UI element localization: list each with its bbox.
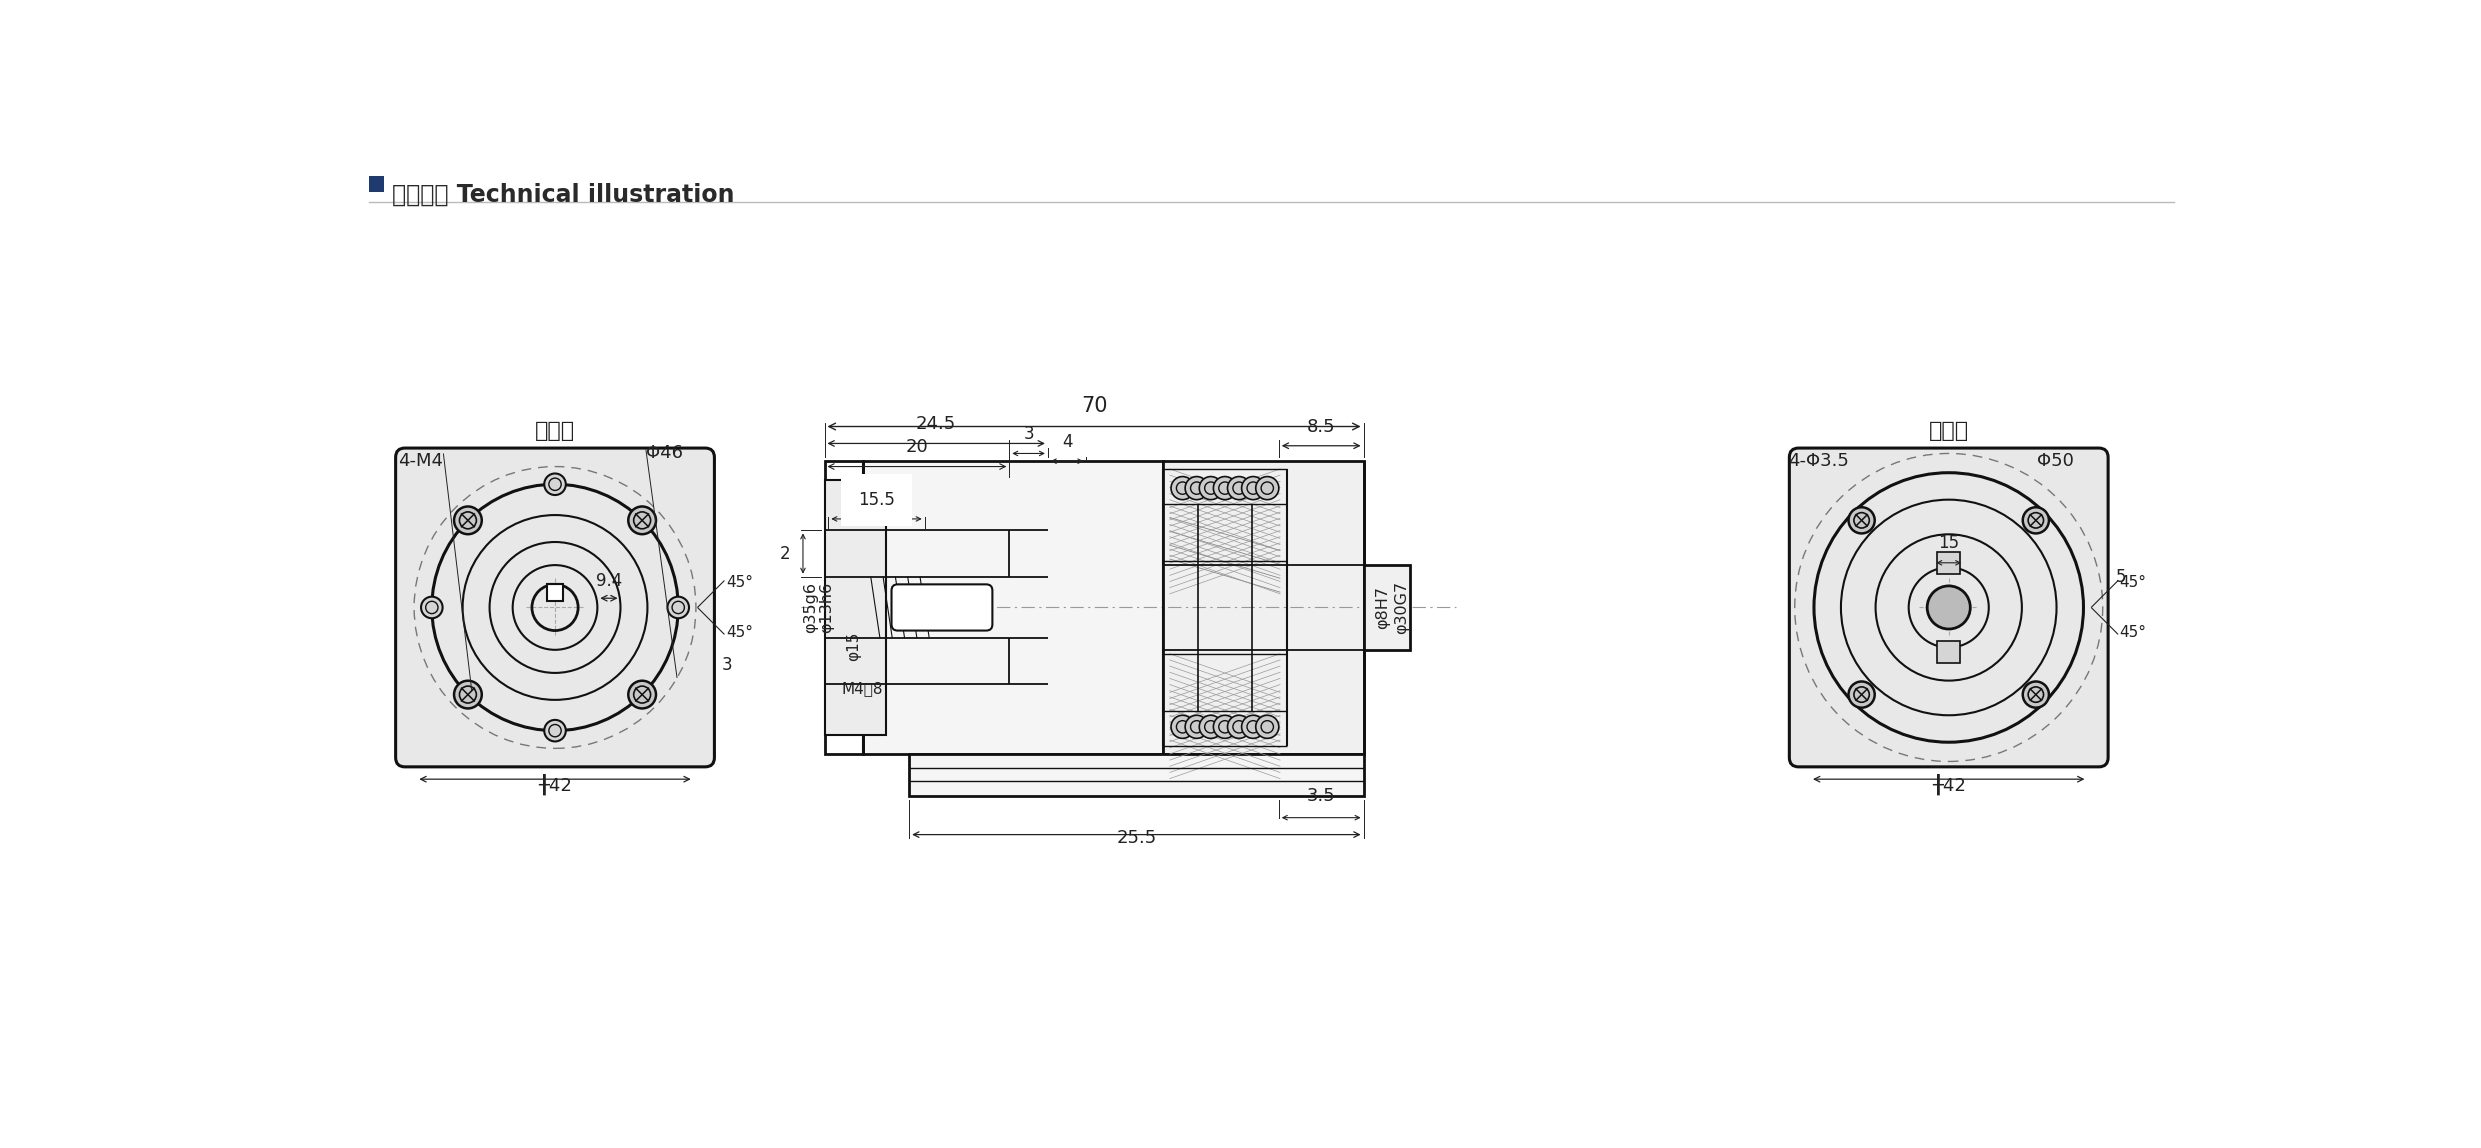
Text: 15: 15 bbox=[1938, 534, 1960, 552]
Text: 4-M4: 4-M4 bbox=[399, 452, 444, 470]
Circle shape bbox=[667, 597, 690, 619]
Text: 24.5: 24.5 bbox=[915, 414, 955, 433]
Bar bbox=[908, 754, 1365, 796]
FancyBboxPatch shape bbox=[891, 584, 992, 630]
Text: ╂42: ╂42 bbox=[538, 774, 573, 794]
Text: 3.5: 3.5 bbox=[1307, 788, 1335, 806]
Circle shape bbox=[1240, 476, 1265, 499]
Circle shape bbox=[1228, 715, 1250, 738]
Text: 3: 3 bbox=[722, 657, 732, 674]
Text: φ13h6: φ13h6 bbox=[819, 582, 834, 633]
Text: 15.5: 15.5 bbox=[858, 491, 896, 509]
Text: ╂42: ╂42 bbox=[1933, 774, 1965, 794]
Circle shape bbox=[1848, 507, 1876, 534]
Bar bbox=[824, 461, 863, 754]
Circle shape bbox=[1186, 715, 1208, 738]
Circle shape bbox=[1928, 585, 1970, 629]
FancyBboxPatch shape bbox=[394, 448, 715, 767]
Circle shape bbox=[1198, 476, 1223, 499]
Bar bbox=[1938, 642, 1960, 662]
Circle shape bbox=[1213, 476, 1236, 499]
Circle shape bbox=[1228, 476, 1250, 499]
Circle shape bbox=[2022, 682, 2049, 707]
Text: φ15: φ15 bbox=[846, 631, 861, 660]
Text: 20: 20 bbox=[906, 437, 928, 456]
Text: 70: 70 bbox=[1082, 396, 1107, 416]
Text: 5: 5 bbox=[2116, 567, 2126, 585]
Text: 2: 2 bbox=[779, 544, 789, 563]
Text: 4: 4 bbox=[1062, 433, 1072, 451]
Text: 9.4: 9.4 bbox=[595, 572, 623, 590]
Text: 25.5: 25.5 bbox=[1116, 829, 1156, 847]
Bar bbox=[863, 461, 1164, 754]
Circle shape bbox=[543, 720, 566, 742]
Text: Φ46: Φ46 bbox=[645, 444, 682, 463]
Bar bbox=[370, 177, 385, 192]
Bar bbox=[824, 480, 886, 735]
Bar bbox=[548, 584, 563, 602]
Circle shape bbox=[1240, 715, 1265, 738]
Circle shape bbox=[543, 473, 566, 495]
Text: 输出端: 输出端 bbox=[1928, 421, 1970, 441]
Circle shape bbox=[422, 597, 442, 619]
Text: 45°: 45° bbox=[727, 625, 752, 639]
Text: 45°: 45° bbox=[2119, 625, 2146, 639]
Circle shape bbox=[454, 506, 481, 534]
Circle shape bbox=[1213, 715, 1236, 738]
Bar bbox=[1164, 461, 1365, 754]
Text: 技术插图 Technical illustration: 技术插图 Technical illustration bbox=[392, 183, 734, 207]
Text: 输入端: 输入端 bbox=[536, 421, 576, 441]
Circle shape bbox=[1171, 476, 1193, 499]
Circle shape bbox=[1186, 476, 1208, 499]
Circle shape bbox=[1255, 476, 1278, 499]
Text: φ35g6: φ35g6 bbox=[804, 582, 819, 633]
Circle shape bbox=[1848, 682, 1876, 707]
Circle shape bbox=[1255, 715, 1278, 738]
Bar bbox=[1938, 552, 1960, 574]
Text: 8.5: 8.5 bbox=[1307, 418, 1335, 436]
Text: Φ50: Φ50 bbox=[2037, 452, 2074, 470]
Text: 45°: 45° bbox=[727, 575, 752, 590]
Text: φ30G7: φ30G7 bbox=[1394, 581, 1409, 634]
Text: M4淵8: M4淵8 bbox=[841, 681, 883, 696]
Bar bbox=[1365, 565, 1409, 650]
Text: φ8H7: φ8H7 bbox=[1374, 585, 1389, 629]
Text: 4-Φ3.5: 4-Φ3.5 bbox=[1789, 452, 1848, 470]
Text: 3: 3 bbox=[1022, 426, 1035, 443]
Circle shape bbox=[2022, 507, 2049, 534]
Circle shape bbox=[1171, 715, 1193, 738]
Circle shape bbox=[1198, 715, 1223, 738]
Text: 45°: 45° bbox=[2119, 575, 2146, 590]
Circle shape bbox=[628, 681, 655, 708]
FancyBboxPatch shape bbox=[1789, 448, 2109, 767]
Circle shape bbox=[454, 681, 481, 708]
Circle shape bbox=[628, 506, 655, 534]
